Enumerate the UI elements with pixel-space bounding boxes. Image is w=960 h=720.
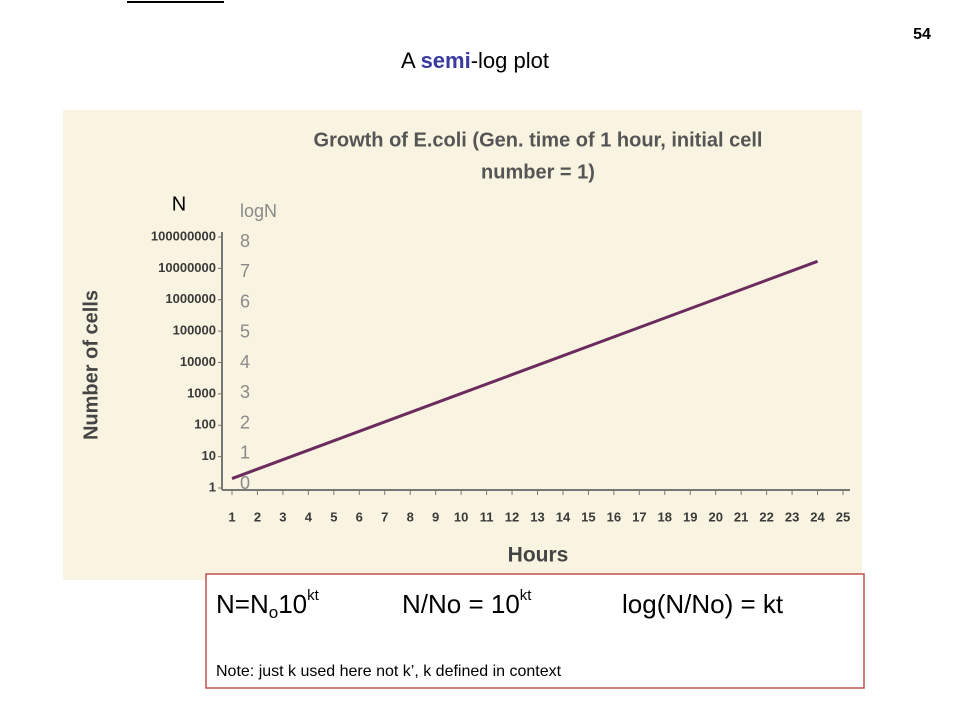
chart-title: number = 1) xyxy=(481,161,595,183)
formula-part: N=N xyxy=(216,589,269,619)
y-tick-label: 1000000 xyxy=(165,291,216,306)
chart-background xyxy=(63,110,862,580)
title-part: -log plot xyxy=(471,48,549,73)
x-tick-label: 7 xyxy=(381,509,388,524)
y-tick-label: 1 xyxy=(209,479,216,494)
logn-tick-label: 2 xyxy=(240,412,250,432)
x-tick-label: 15 xyxy=(581,509,595,524)
x-tick-label: 25 xyxy=(836,509,850,524)
x-tick-label: 23 xyxy=(785,509,799,524)
y-axis-label: Number of cells xyxy=(80,290,102,440)
x-tick-label: 8 xyxy=(407,509,414,524)
y-tick-label: 100 xyxy=(194,417,216,432)
x-axis-label: Hours xyxy=(508,544,569,567)
y-tick-label: 10000 xyxy=(180,354,216,369)
x-tick-label: 1 xyxy=(228,509,235,524)
x-tick-label: 3 xyxy=(279,509,286,524)
formula-sup: kt xyxy=(307,587,320,604)
logn-tick-label: 6 xyxy=(240,291,250,311)
x-tick-label: 12 xyxy=(505,509,519,524)
x-tick-label: 10 xyxy=(454,509,468,524)
logn-label: logN xyxy=(240,201,277,221)
chart-title: Growth of E.coli (Gen. time of 1 hour, i… xyxy=(314,129,763,151)
formula-part: 10 xyxy=(278,589,307,619)
y-tick-label: 100000000 xyxy=(151,228,216,243)
plot: 1101001000100001000001000000100000001000… xyxy=(151,228,850,524)
x-tick-label: 19 xyxy=(683,509,697,524)
x-tick-label: 5 xyxy=(330,509,337,524)
x-tick-label: 13 xyxy=(530,509,544,524)
logn-tick-label: 4 xyxy=(240,352,250,372)
y-tick-label: 1000 xyxy=(187,385,216,400)
logn-tick-label: 3 xyxy=(240,382,250,402)
formula-box xyxy=(205,573,865,689)
x-tick-label: 21 xyxy=(734,509,748,524)
y-tick-label: 10000000 xyxy=(158,260,216,275)
x-tick-label: 2 xyxy=(254,509,261,524)
logn-tick-label: 5 xyxy=(240,322,250,342)
title-part: semi xyxy=(421,48,471,73)
x-tick-label: 16 xyxy=(607,509,621,524)
formula-lhs: N=No10kt xyxy=(216,587,320,623)
x-tick-label: 9 xyxy=(432,509,439,524)
x-tick-label: 11 xyxy=(480,509,494,524)
x-tick-label: 22 xyxy=(759,509,773,524)
title-part: A xyxy=(401,48,421,73)
formula-log: log(N/No) = kt xyxy=(622,589,784,619)
formula-note: Note: just k used here not k’, k defined… xyxy=(216,663,562,680)
logn-tick-label: 0 xyxy=(240,473,250,493)
n-label: N xyxy=(172,193,186,215)
slide-title: A semi-log plot xyxy=(401,48,549,73)
x-tick-label: 18 xyxy=(658,509,672,524)
x-tick-label: 14 xyxy=(556,509,571,524)
x-tick-label: 6 xyxy=(356,509,363,524)
y-tick-label: 10 xyxy=(202,448,216,463)
formula-sup: kt xyxy=(520,587,533,604)
formula-ratio: N/No = 10kt xyxy=(402,587,532,619)
logn-tick-label: 7 xyxy=(240,261,250,281)
slide-number: 54 xyxy=(913,26,931,43)
y-tick-label: 100000 xyxy=(173,323,216,338)
data-line xyxy=(231,259,819,480)
logn-tick-label: 8 xyxy=(240,231,250,251)
x-tick-label: 17 xyxy=(632,509,646,524)
x-tick-label: 4 xyxy=(305,509,313,524)
logn-tick-label: 1 xyxy=(240,443,250,463)
formula-part: N/No = 10 xyxy=(402,589,520,619)
formula-sub: o xyxy=(269,603,278,622)
x-tick-label: 24 xyxy=(810,509,825,524)
x-tick-label: 20 xyxy=(708,509,722,524)
